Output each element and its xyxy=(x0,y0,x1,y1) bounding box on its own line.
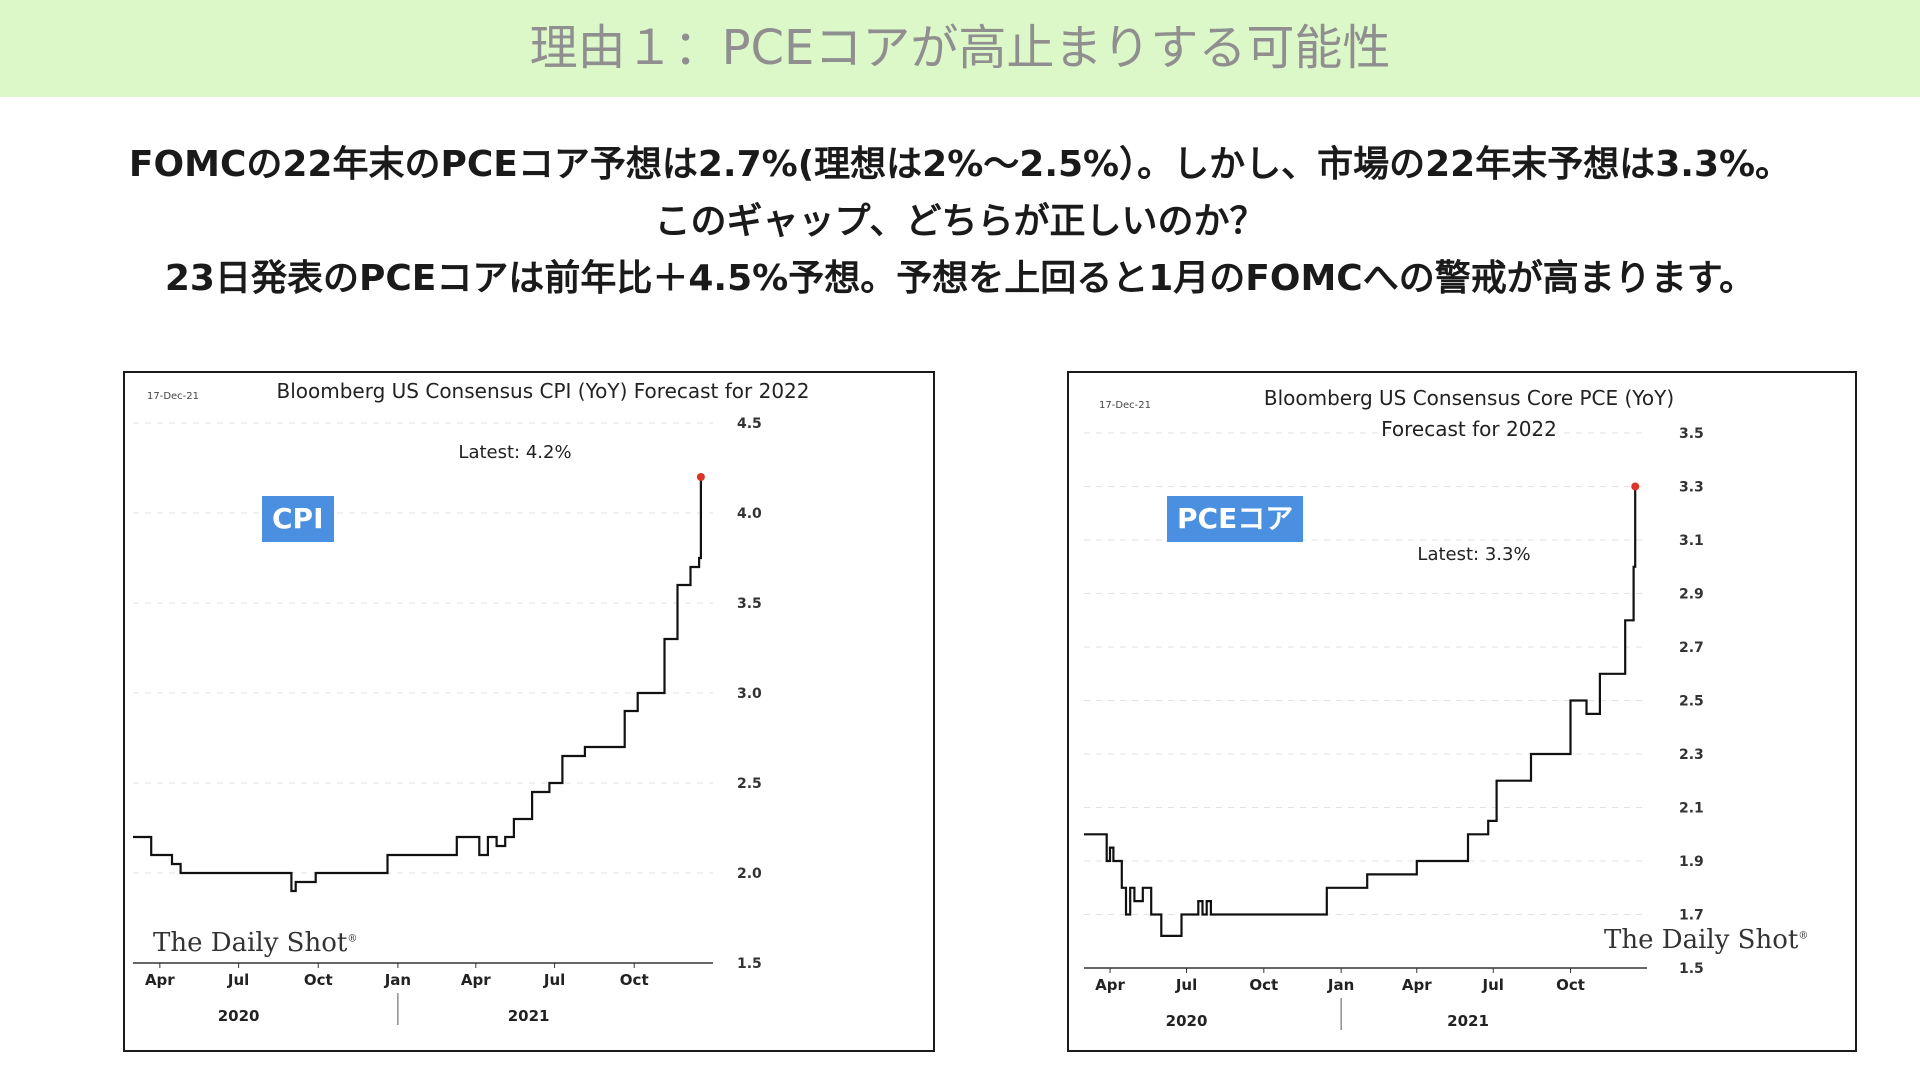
x-tick-label: Apr xyxy=(461,971,491,989)
x-tick-label: Oct xyxy=(304,971,333,989)
x-tick-label: Apr xyxy=(1095,976,1125,994)
chart-title: Bloomberg US Consensus Core PCE (YoY) xyxy=(1264,386,1674,410)
x-tick-label: Jul xyxy=(543,971,565,989)
y-tick-label: 4.0 xyxy=(737,506,762,522)
core-pce-chart-svg: 1.5 1.7 1.9 2.1 2.3 2.5 2.7 2.9 3.1 3.3 3.5 Apr Jul O… xyxy=(1084,386,1704,1030)
daily-shot-watermark: The Daily Shot® xyxy=(1604,925,1809,955)
daily-shot-watermark: The Daily Shot® xyxy=(153,928,358,958)
lead-line-3: 23日発表のPCEコアは前年比＋4.5%予想。予想を上回ると1月のFOMCへの警… xyxy=(164,258,1756,299)
chart-date: 17-Dec-21 xyxy=(1099,400,1151,411)
year-label: 2021 xyxy=(508,1007,550,1025)
year-label: 2020 xyxy=(218,1007,260,1025)
latest-point xyxy=(696,473,705,481)
year-label: 2020 xyxy=(1166,1012,1208,1030)
y-tick-label: 3.5 xyxy=(1679,426,1704,442)
page-title: 理由１：PCEコアが高止まりする可能性 xyxy=(529,20,1391,76)
chart-subtitle: Forecast for 2022 xyxy=(1381,417,1557,441)
x-tick-label: Apr xyxy=(145,971,175,989)
latest-point xyxy=(1631,482,1640,491)
cpi-chart: 1.5 2.0 2.5 3.0 3.5 4.0 4.5 Apr Jul Oct Jan Apr Jul O… xyxy=(123,371,935,1052)
cpi-chart-svg: 1.5 2.0 2.5 3.0 3.5 4.0 4.5 Apr Jul Oct Jan Apr Jul O… xyxy=(133,379,810,1025)
watermark-text: The Daily Shot xyxy=(153,928,348,958)
x-tick-label: Oct xyxy=(1556,976,1585,994)
y-tick-label: 3.3 xyxy=(1679,480,1704,496)
y-tick-label: 2.7 xyxy=(1679,640,1704,656)
x-tick-label: Oct xyxy=(620,971,649,989)
title-banner xyxy=(0,0,1920,97)
x-tick-label: Jul xyxy=(1175,976,1197,994)
y-tick-label: 3.0 xyxy=(737,686,762,702)
y-tick-label: 1.5 xyxy=(737,956,762,972)
y-tick-label: 1.5 xyxy=(1679,961,1704,977)
series-line xyxy=(1084,486,1637,937)
x-tick-label: Oct xyxy=(1249,976,1278,994)
lead-line-1: FOMCの22年末のPCEコア予想は2.7%(理想は2%〜2.5%）。しかし、市… xyxy=(128,144,1792,185)
y-tick-label: 1.7 xyxy=(1679,908,1704,924)
y-tick-label: 2.5 xyxy=(737,776,762,792)
x-tick-label: Jul xyxy=(1482,976,1504,994)
y-tick-label: 3.5 xyxy=(737,596,762,612)
y-tick-label: 2.1 xyxy=(1679,801,1704,817)
y-tick-label: 2.3 xyxy=(1679,747,1704,763)
cpi-tag: CPI xyxy=(262,496,334,542)
core-pce-chart: 1.5 1.7 1.9 2.1 2.3 2.5 2.7 2.9 3.1 3.3 3.5 Apr Jul O… xyxy=(1067,371,1857,1052)
latest-annotation: Latest: 3.3% xyxy=(1417,544,1530,565)
y-tick-label: 2.0 xyxy=(737,866,762,882)
year-label: 2021 xyxy=(1447,1012,1489,1030)
y-tick-label: 3.1 xyxy=(1679,533,1704,549)
x-tick-label: Jan xyxy=(1327,976,1354,994)
chart-title: Bloomberg US Consensus CPI (YoY) Forecas… xyxy=(277,379,810,403)
x-tick-label: Apr xyxy=(1402,976,1432,994)
lead-line-2: このギャップ、どちらが正しいのか？ xyxy=(654,201,1266,242)
latest-annotation: Latest: 4.2% xyxy=(458,442,571,463)
core-pce-tag: PCEコア xyxy=(1167,496,1304,542)
x-tick-label: Jul xyxy=(227,971,249,989)
x-tick-label: Jan xyxy=(384,971,411,989)
y-tick-label: 1.9 xyxy=(1679,854,1704,870)
y-tick-label: 2.5 xyxy=(1679,694,1704,710)
series-line xyxy=(133,477,702,893)
y-tick-label: 4.5 xyxy=(737,416,762,432)
chart-date: 17-Dec-21 xyxy=(147,391,199,402)
y-tick-label: 2.9 xyxy=(1679,587,1704,603)
watermark-text: The Daily Shot xyxy=(1604,925,1799,955)
